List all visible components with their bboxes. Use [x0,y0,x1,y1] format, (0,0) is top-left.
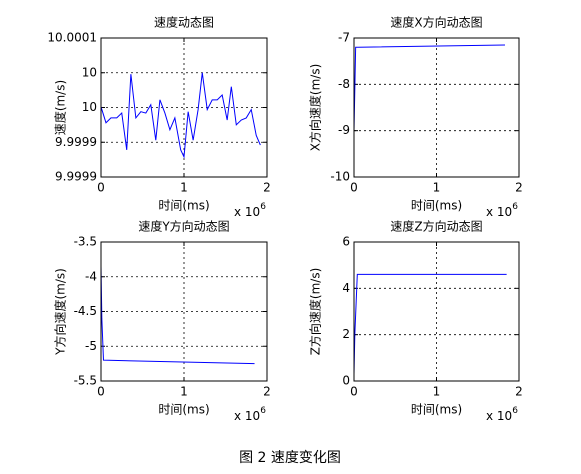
x-scale-label: x 106 [486,202,518,219]
x-scale-exponent: 6 [260,406,266,416]
y-tick-label: -5 [85,339,97,353]
data-line [353,44,505,131]
x-tick-label: 1 [180,385,188,399]
y-tick-label: -8 [338,77,350,91]
y-tick-label: -9 [338,123,350,137]
x-scale-base: x 10 [234,409,260,423]
subplot-title: 速度Y方向动态图 [138,219,229,234]
x-tick-label: 0 [97,385,105,399]
y-tick-label: 6 [342,235,350,249]
y-tick-label: 9.9999 [55,135,97,149]
y-tick-label: 4 [342,281,350,295]
y-tick-label: 10 [82,100,97,114]
y-tick-label: -4 [85,269,97,283]
subplot-title: 速度动态图 [154,15,214,30]
x-axis-label: 时间(ms) [158,199,209,213]
y-tick-label: 10.0001 [47,31,97,45]
x-scale-label: x 106 [486,406,518,423]
x-scale-label: x 106 [234,406,266,423]
y-tick-label: -10 [330,170,350,184]
x-tick-label: 2 [515,385,523,399]
x-scale-base: x 10 [234,205,260,219]
x-tick-label: 2 [515,181,523,195]
y-tick-label: -4.5 [74,304,97,318]
x-tick-label: 2 [263,181,271,195]
y-tick-label: -7 [338,31,350,45]
x-scale-exponent: 6 [512,406,518,416]
figure-caption: 图 2 速度变化图 [239,450,341,466]
x-tick-label: 0 [97,181,105,195]
y-tick-label: 10 [82,65,97,79]
axes-box [353,37,520,178]
y-tick-label: 9.9999 [55,170,97,184]
subplot-title: 速度X方向动态图 [390,15,482,30]
y-tick-label: -5.5 [74,374,97,388]
x-tick-label: 1 [180,181,188,195]
x-axis-label: 时间(ms) [411,199,462,213]
axes-box [353,241,520,382]
x-scale-label: x 106 [234,202,266,219]
x-tick-label: 1 [433,181,441,195]
x-scale-exponent: 6 [512,202,518,212]
x-axis-label: 时间(ms) [411,403,462,417]
x-scale-base: x 10 [486,409,512,423]
y-axis-label: Z方向速度(m/s) [308,268,323,356]
subplot-title: 速度Z方向动态图 [390,219,482,234]
axes-box [100,37,268,178]
y-tick-label: 2 [342,327,350,341]
x-scale-base: x 10 [486,205,512,219]
x-tick-label: 1 [433,385,441,399]
y-axis-label: X方向速度(m/s) [308,64,323,152]
x-tick-label: 2 [263,385,271,399]
x-axis-label: 时间(ms) [158,403,209,417]
y-tick-label: -3.5 [74,235,97,249]
axes-box [100,241,268,382]
x-tick-label: 0 [350,385,358,399]
y-axis-label: 速度(m/s) [53,80,68,135]
x-tick-label: 0 [350,181,358,195]
y-axis-label: Y方向速度(m/s) [53,268,68,356]
data-line [100,72,261,159]
x-scale-exponent: 6 [260,202,266,212]
y-tick-label: 0 [342,374,350,388]
